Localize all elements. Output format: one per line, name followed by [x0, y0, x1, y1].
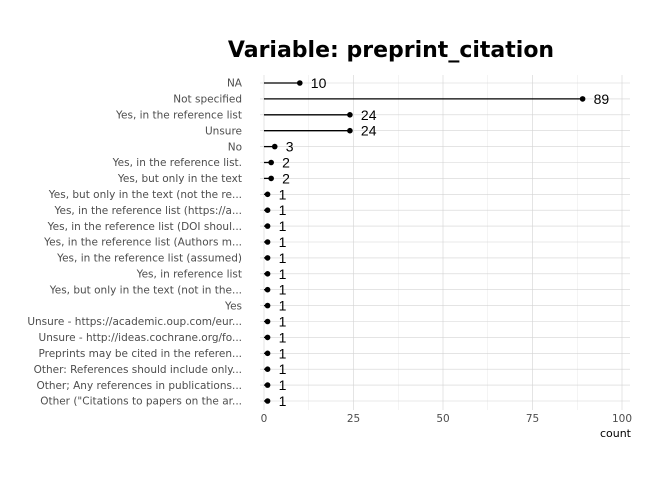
- lollipop-point: [264, 223, 271, 229]
- lollipop-point: [264, 191, 271, 198]
- lollipop-point: [264, 255, 271, 261]
- data-label: 1: [279, 329, 287, 345]
- lollipop-point: [264, 398, 271, 404]
- y-tick-label: Yes: [224, 300, 242, 312]
- y-tick-label: Yes, in the reference list (DOI shoul...: [47, 221, 242, 233]
- data-label: 1: [279, 234, 287, 250]
- lollipop-point: [271, 143, 278, 150]
- data-label: 1: [279, 202, 287, 218]
- chart-title: Variable: preprint_citation: [228, 38, 554, 63]
- y-tick-label: Other; Any references in publications...: [36, 380, 242, 392]
- y-tick-label: Yes, but only in the text (not in the...: [49, 284, 242, 296]
- lollipop-point: [264, 302, 271, 309]
- lollipop-point: [268, 175, 274, 182]
- lollipop-point: [264, 350, 271, 357]
- data-label: 1: [279, 266, 287, 282]
- x-tick-label: 100: [612, 413, 632, 425]
- lollipop-point: [264, 286, 271, 293]
- y-tick-label: Yes, but only in the text (not the re...: [48, 189, 242, 201]
- data-label: 1: [279, 250, 287, 266]
- y-tick-label: NA: [227, 78, 243, 90]
- y-axis-labels: NA Not specified Yes, in the reference lis…: [27, 78, 242, 408]
- y-tick-label: Not specified: [173, 94, 242, 106]
- data-label: 1: [279, 218, 287, 234]
- y-tick-label: Other: References should include only...: [34, 364, 242, 376]
- data-label: 1: [279, 298, 287, 314]
- x-tick-label: 25: [347, 413, 360, 425]
- data-label: 1: [279, 393, 287, 409]
- lollipop-point: [347, 127, 353, 134]
- y-tick-label: Yes, in the reference list (assumed): [56, 253, 242, 265]
- data-label: 24: [361, 107, 377, 123]
- data-label: 1: [279, 282, 287, 298]
- lollipop-point: [264, 207, 271, 213]
- lollipop-point: [579, 96, 586, 102]
- data-label: 89: [594, 91, 610, 107]
- y-tick-label: Yes, in the reference list (https://a...: [53, 205, 242, 217]
- lollipop-point: [297, 80, 303, 86]
- y-tick-label: Unsure - http://ideas.cochrane.org/fo...: [39, 332, 242, 344]
- lollipop-point: [264, 239, 271, 245]
- data-label: 24: [361, 123, 377, 139]
- y-tick-label: Yes, but only in the text: [117, 173, 242, 185]
- lollipop-point: [264, 366, 271, 373]
- data-label: 2: [282, 155, 290, 171]
- lollipop-point: [264, 318, 271, 325]
- x-axis-title: count: [600, 427, 632, 440]
- x-tick-label: 75: [526, 413, 539, 425]
- data-label: 1: [279, 345, 287, 361]
- y-tick-label: Preprints may be cited in the referen...: [38, 348, 242, 360]
- grid: [260, 75, 630, 410]
- y-tick-label: Yes, in the reference list.: [112, 157, 242, 169]
- y-tick-label: Yes, in the reference list: [115, 110, 242, 122]
- data-label: 1: [279, 186, 287, 202]
- y-tick-label: Unsure - https://academic.oup.com/eur...: [27, 316, 242, 328]
- y-tick-label: Yes, in reference list: [136, 269, 242, 281]
- data-label: 1: [279, 314, 287, 330]
- lollipop-point: [264, 271, 271, 277]
- lollipop-point: [264, 334, 271, 341]
- x-axis-ticks: 0 25 50 75 100: [261, 413, 632, 425]
- data-label: 2: [282, 170, 290, 186]
- data-label: 1: [279, 361, 287, 377]
- data-label: 10: [311, 75, 327, 91]
- x-tick-label: 0: [261, 413, 268, 425]
- y-tick-label: Yes, in the reference list (Authors m...: [43, 237, 242, 249]
- y-tick-label: Unsure: [205, 125, 242, 137]
- x-tick-label: 50: [436, 413, 449, 425]
- lollipop-point: [264, 382, 271, 388]
- lollipop-point: [347, 112, 353, 118]
- data-label: 3: [286, 139, 294, 155]
- y-tick-label: No: [228, 141, 242, 153]
- data-label: 1: [279, 377, 287, 393]
- y-tick-label: Other ("Citations to papers on the ar...: [40, 396, 242, 408]
- lollipop-point: [268, 159, 274, 166]
